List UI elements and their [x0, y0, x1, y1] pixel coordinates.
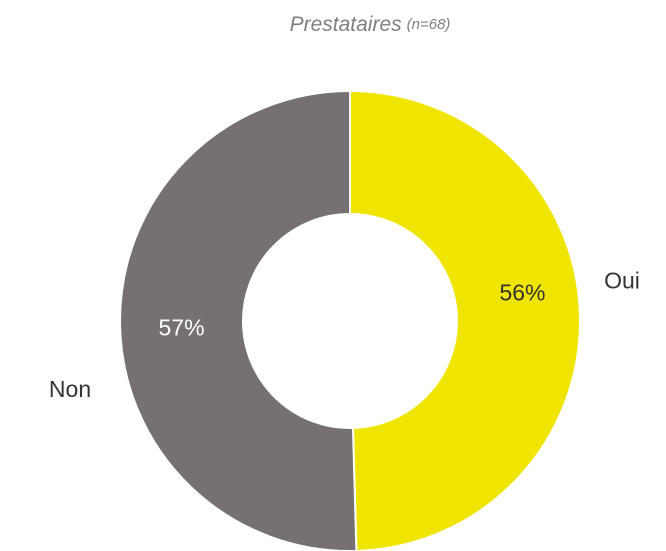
category-label: Non: [49, 376, 91, 402]
value-label: 56%: [499, 280, 545, 306]
chart-subtitle: (n=68): [407, 16, 451, 33]
donut-slice: [349, 89, 581, 551]
value-label: 57%: [158, 314, 204, 340]
chart-title: Prestataires: [290, 13, 403, 36]
donut-slice: [119, 89, 358, 551]
category-label: Oui: [604, 267, 640, 293]
chart-title-group: Prestataires (n=68): [290, 13, 451, 36]
